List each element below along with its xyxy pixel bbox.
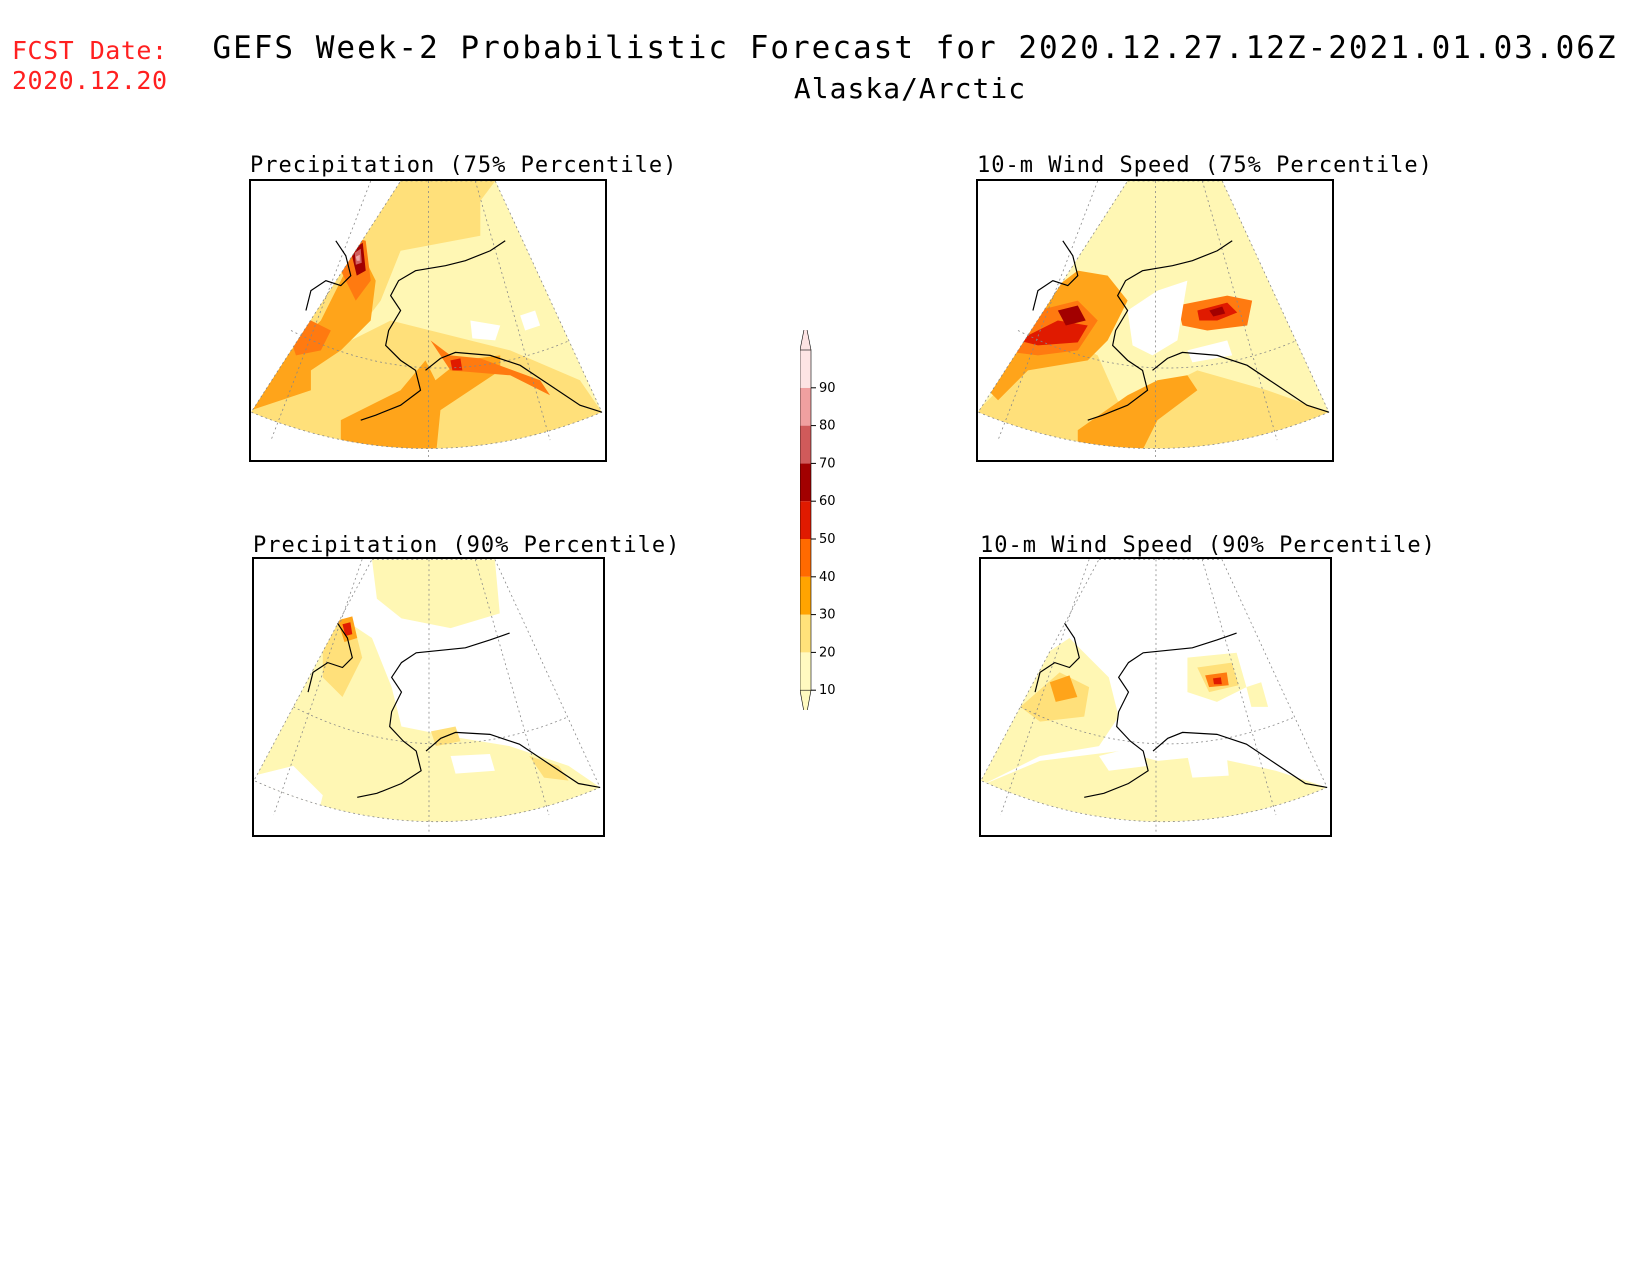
- colorbar-tick-label: 70: [819, 456, 836, 471]
- map-wind75: [976, 179, 1334, 462]
- colorbar-swatch: [800, 576, 811, 615]
- colorbar-swatch: [800, 539, 811, 577]
- colorbar-tick-label: 80: [819, 419, 836, 434]
- colorbar-top-arrow: [799, 321, 812, 351]
- panel-title-precip75: Precipitation (75% Percentile): [250, 153, 678, 178]
- colorbar-swatch: [800, 652, 811, 691]
- colorbar-tick-label: 50: [819, 532, 836, 547]
- colorbar-swatch: [800, 614, 811, 653]
- colorbar-bottom-arrow: [799, 690, 812, 721]
- colorbar-tick-label: 90: [819, 381, 836, 396]
- colorbar-tick-label: 20: [819, 645, 836, 660]
- colorbar-tick-label: 40: [819, 570, 836, 585]
- colorbar-swatch: [800, 387, 811, 426]
- colorbar-outline: [799, 349, 812, 691]
- map-precip75: [249, 179, 607, 462]
- forecast-date-block: FCST Date: 2020.12.20: [12, 36, 168, 96]
- map-wind90: [979, 557, 1332, 837]
- colorbar: 10 20 30 40 50 60 70 80 90: [799, 321, 850, 721]
- forecast-date-value: 2020.12.20: [12, 66, 168, 95]
- panel-title-precip90: Precipitation (90% Percentile): [253, 533, 681, 558]
- colorbar-swatch: [800, 425, 811, 464]
- colorbar-tick-label: 10: [819, 683, 836, 698]
- colorbar-swatch: [800, 501, 811, 539]
- colorbar-tick-label: 60: [819, 494, 836, 509]
- panel-title-wind75: 10-m Wind Speed (75% Percentile): [977, 153, 1433, 178]
- colorbar-tick-label: 30: [819, 608, 836, 623]
- map-precip90: [252, 557, 605, 837]
- forecast-date-label: FCST Date:: [12, 36, 168, 65]
- main-title: GEFS Week-2 Probabilistic Forecast for 2…: [212, 30, 1618, 66]
- colorbar-svg: 10 20 30 40 50 60 70 80 90: [799, 321, 836, 721]
- page-title: GEFS Week-2 Probabilistic Forecast for 2…: [0, 30, 1650, 105]
- colorbar-swatch: [800, 350, 811, 388]
- region-subtitle: Alaska/Arctic: [793, 72, 1027, 105]
- colorbar-swatch: [800, 463, 811, 502]
- panel-title-wind90: 10-m Wind Speed (90% Percentile): [980, 533, 1436, 558]
